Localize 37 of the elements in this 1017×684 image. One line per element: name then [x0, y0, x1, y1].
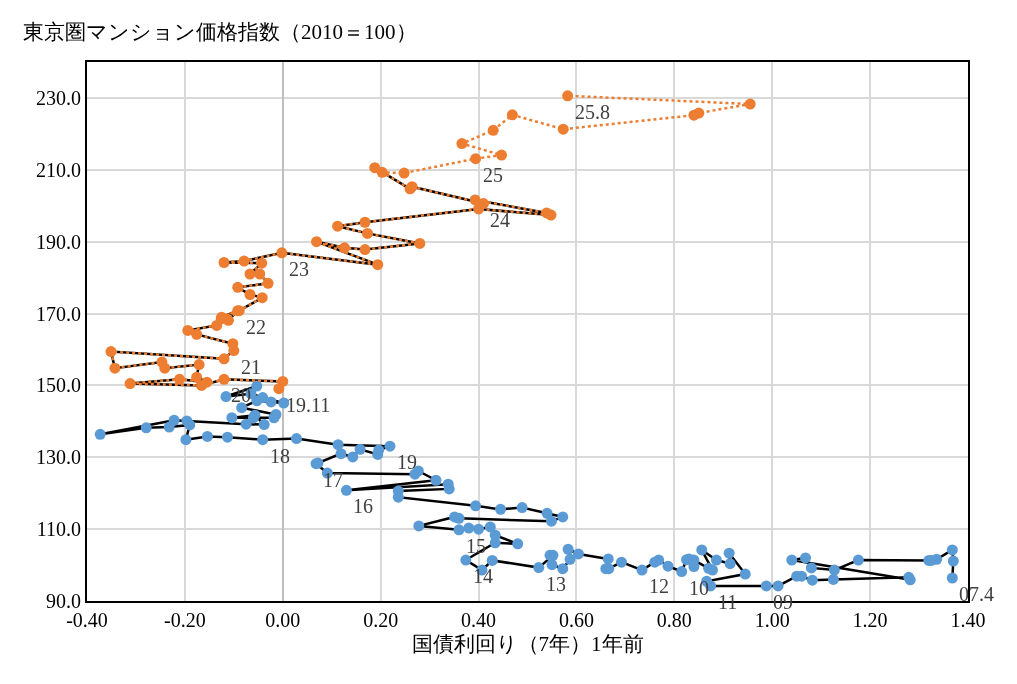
y-tick-label: 130.0	[36, 446, 81, 469]
annotation: 15	[466, 535, 486, 557]
y-tick-label: 150.0	[36, 374, 81, 397]
annotation: 23	[289, 258, 309, 280]
x-tick-label: 0.60	[558, 609, 594, 631]
annotation: 25.8	[575, 101, 610, 123]
annotation: 22	[246, 316, 266, 338]
y-tick-label: 90.0	[46, 590, 81, 612]
annotation: 20	[231, 384, 251, 406]
annotation: 24	[490, 209, 510, 231]
annotation: 19.11	[286, 394, 331, 416]
x-tick-label: 0.00	[265, 609, 301, 631]
x-tick-label: 0.20	[363, 609, 399, 631]
annotation: 14	[473, 565, 493, 587]
y-tick-label: 230.0	[36, 86, 81, 109]
y-tick-label: 110.0	[36, 518, 81, 541]
x-tick-label: 1.20	[852, 609, 888, 631]
annotation: 13	[546, 573, 566, 595]
x-tick-label: -0.20	[164, 609, 206, 631]
annotation: 16	[353, 495, 373, 517]
y-tick-label: 170.0	[36, 302, 81, 325]
y-tick-label: 190.0	[36, 230, 81, 253]
annotation: 12	[649, 575, 669, 597]
annotation: 25	[483, 164, 503, 186]
annotation: 10	[689, 577, 709, 599]
y-tick-label: 210.0	[36, 158, 81, 181]
x-tick-label: 0.40	[461, 609, 497, 631]
annotation: 21	[241, 356, 261, 378]
x-tick-label: -0.40	[66, 609, 108, 631]
annotation: 17	[323, 469, 343, 491]
x-tick-label: 1.00	[754, 609, 790, 631]
x-axis-title: 国債利回り（7年）1年前	[411, 631, 644, 656]
annotation: 18	[270, 445, 290, 467]
annotation: 19	[397, 451, 417, 473]
x-tick-label: 1.40	[950, 609, 986, 631]
x-tick-label: 0.80	[656, 609, 692, 631]
chart-title: 東京圏マンション価格指数（2010＝100）	[23, 20, 417, 44]
